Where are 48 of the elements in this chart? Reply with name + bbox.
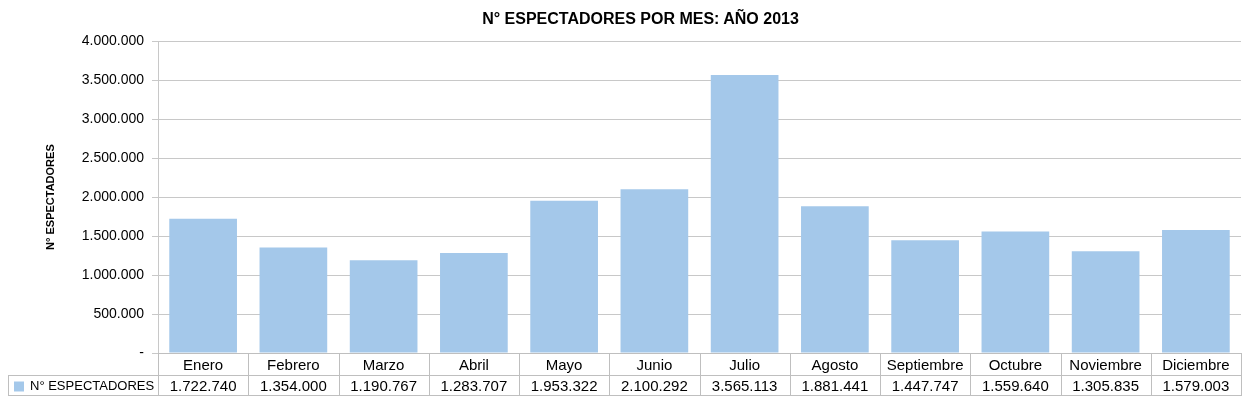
- y-tick-label: 1.500.000: [81, 226, 145, 243]
- data-label: 1.559.640: [982, 376, 1049, 394]
- x-tick-label: Noviembre: [1069, 356, 1142, 374]
- x-tick-label: Julio: [729, 356, 761, 374]
- x-tick-label: Agosto: [811, 356, 859, 374]
- y-tick-label: 2.000.000: [81, 187, 145, 204]
- bar: [801, 206, 869, 353]
- bar: [891, 240, 959, 353]
- bar: [710, 75, 779, 353]
- y-tick-label: 2.500.000: [81, 148, 145, 165]
- y-tick-label: 3.500.000: [81, 71, 145, 88]
- y-tick-label: 1.000.000: [81, 265, 145, 282]
- data-label: 1.953.322: [530, 376, 598, 394]
- data-label: 1.722.740: [169, 376, 237, 394]
- data-label: 1.881.441: [801, 376, 869, 394]
- x-tick-label: Marzo: [362, 356, 405, 374]
- legend-label: N° ESPECTADORES: [30, 378, 155, 394]
- x-tick-label: Octubre: [988, 356, 1043, 374]
- data-label: 1.190.767: [350, 376, 417, 394]
- bar: [440, 252, 508, 353]
- data-label: 1.305.835: [1072, 376, 1139, 394]
- bar: [1162, 229, 1230, 353]
- x-tick-label: Abril: [458, 356, 489, 374]
- bar: [169, 218, 237, 353]
- data-label: 1.354.000: [260, 376, 327, 394]
- x-tick-label: Diciembre: [1162, 356, 1230, 374]
- bar: [981, 231, 1050, 353]
- y-tick-label: 500.000: [93, 304, 145, 321]
- bar: [259, 247, 328, 353]
- bar: [620, 189, 689, 353]
- bar: [530, 200, 598, 353]
- data-label: 1.579.003: [1162, 376, 1230, 394]
- data-label: 1.447.747: [891, 376, 959, 394]
- x-tick-label: Mayo: [545, 356, 583, 374]
- x-tick-label: Septiembre: [886, 356, 964, 374]
- bar: [349, 260, 418, 353]
- y-axis-title: N° ESPECTADORES: [43, 144, 56, 250]
- data-label: 1.283.707: [440, 376, 508, 394]
- x-tick-label: Junio: [636, 356, 673, 374]
- y-tick-label: -: [139, 343, 145, 360]
- x-tick-label: Febrero: [267, 356, 320, 374]
- x-tick-label: Enero: [183, 356, 224, 374]
- chart-title: N° ESPECTADORES POR MES: AÑO 2013: [482, 8, 799, 28]
- data-label: 2.100.292: [621, 376, 688, 394]
- y-tick-label: 4.000.000: [81, 32, 145, 49]
- bar: [1071, 251, 1140, 353]
- data-label: 3.565.113: [711, 376, 778, 394]
- y-tick-label: 3.000.000: [81, 110, 145, 127]
